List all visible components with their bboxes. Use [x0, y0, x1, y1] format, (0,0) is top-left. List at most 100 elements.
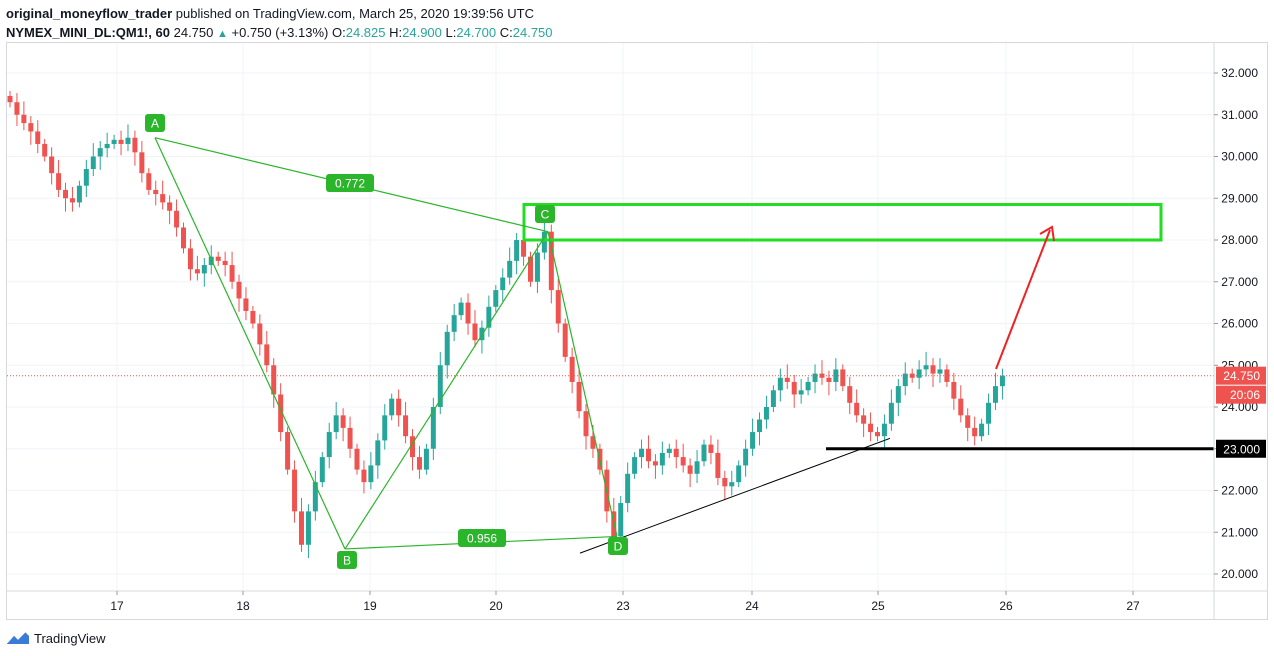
projection-arrow-line — [995, 229, 1051, 370]
candle-body — [590, 436, 596, 449]
brand-name[interactable]: TradingView — [34, 630, 106, 646]
candle-body — [958, 398, 964, 416]
candle-body — [305, 511, 311, 545]
candle-body — [992, 386, 998, 403]
candle-body — [111, 139, 117, 144]
candle-body — [895, 386, 901, 403]
candle-body — [847, 386, 853, 403]
candle-body — [576, 381, 582, 412]
candle-body — [423, 448, 429, 470]
candle-body — [90, 156, 96, 170]
candle-body — [743, 448, 749, 466]
candle-body — [382, 415, 388, 441]
candle-body — [76, 185, 82, 203]
candle-body — [285, 432, 291, 470]
point-a-label-bg — [145, 114, 165, 132]
candle-body — [507, 260, 513, 278]
price-tick-label: 32.000 — [1221, 66, 1258, 80]
pattern-line-bc — [344, 231, 549, 550]
candle-body — [736, 465, 742, 483]
candle-body — [625, 473, 631, 504]
candle-body — [368, 465, 374, 483]
candle-body — [840, 369, 846, 387]
candle-body — [999, 375, 1005, 387]
candle-body — [28, 123, 34, 132]
candle-body — [583, 411, 589, 437]
symbol-name[interactable]: NYMEX_MINI_DL:QM1!, 60 — [6, 25, 170, 40]
ratio-ac-label-bg — [326, 174, 374, 192]
point-b-label-bg — [337, 551, 357, 569]
point-d-label: D — [608, 537, 628, 555]
candle-body — [21, 114, 27, 124]
candle-body — [777, 377, 783, 391]
candle-body — [632, 457, 638, 474]
publish-info: original_moneyflow_trader published on T… — [6, 4, 1266, 23]
ratio-bd-label: 0.956 — [458, 529, 506, 547]
triangle-up-icon: ▲ — [217, 28, 228, 40]
ratio-bd-label-bg — [458, 529, 506, 547]
pattern-line-ab — [154, 137, 346, 550]
price-tick-label: 30.000 — [1221, 150, 1258, 164]
candle-body — [104, 143, 110, 149]
candle-body — [187, 248, 193, 270]
candle-body — [986, 402, 992, 424]
candle-body — [215, 256, 221, 261]
high-label: H: — [389, 25, 403, 40]
candle-body — [472, 323, 478, 341]
time-tick-label: 25 — [871, 599, 885, 613]
candle-body — [528, 256, 533, 282]
candle-body — [652, 461, 658, 466]
candle-body — [174, 210, 180, 228]
candle-body — [861, 415, 867, 424]
candle-body — [458, 302, 464, 316]
candle-body — [389, 398, 395, 416]
price-tick-label: 20.000 — [1221, 567, 1258, 581]
candle-body — [14, 102, 20, 115]
candle-body — [83, 169, 89, 186]
point-b-label: B — [337, 551, 357, 569]
price-tick-label: 26.000 — [1221, 317, 1258, 331]
candle-body — [645, 448, 651, 462]
candle-body — [514, 240, 520, 261]
drawings-layer: A B C D 0.772 0.956 — [7, 114, 1214, 569]
candle-body — [375, 440, 381, 466]
candle-body — [403, 415, 409, 437]
candle-body — [298, 511, 304, 545]
candle-body — [167, 202, 173, 211]
candles-layer — [7, 90, 1005, 559]
price-tick-label: 31.000 — [1221, 108, 1258, 122]
candle-body — [694, 461, 700, 474]
candle-body — [500, 277, 506, 291]
candle-body — [437, 365, 443, 407]
candle-body — [430, 407, 436, 449]
candle-body — [347, 427, 353, 449]
candle-body — [812, 373, 818, 382]
candle-body — [312, 482, 318, 512]
candle-body — [902, 373, 908, 387]
candle-body — [333, 415, 339, 433]
candle-body — [805, 381, 811, 391]
author-name[interactable]: original_moneyflow_trader — [6, 6, 173, 21]
candle-body — [271, 365, 277, 395]
candle-body — [965, 415, 971, 428]
point-c-label: C — [535, 205, 555, 223]
candle-body — [826, 377, 832, 382]
candle-body — [63, 189, 69, 199]
time-tick-label: 17 — [110, 599, 124, 613]
candle-body — [618, 503, 624, 537]
candle-body — [548, 231, 554, 291]
chart-pane[interactable] — [6, 42, 1268, 620]
price-change: +0.750 (+3.13%) — [231, 25, 329, 40]
last-price: 24.750 — [173, 25, 214, 40]
last-price-badge-bg — [1216, 366, 1266, 385]
candle-body — [35, 131, 41, 144]
price-tick-label: 28.000 — [1221, 233, 1258, 247]
last-price-badge-text: 24.750 — [1223, 369, 1260, 383]
candle-body — [278, 394, 284, 433]
candle-body — [229, 265, 235, 282]
candle-body — [396, 398, 402, 416]
support-price-badge-text: 23.000 — [1223, 442, 1260, 456]
candle-body — [673, 448, 679, 458]
candle-body — [257, 323, 263, 345]
